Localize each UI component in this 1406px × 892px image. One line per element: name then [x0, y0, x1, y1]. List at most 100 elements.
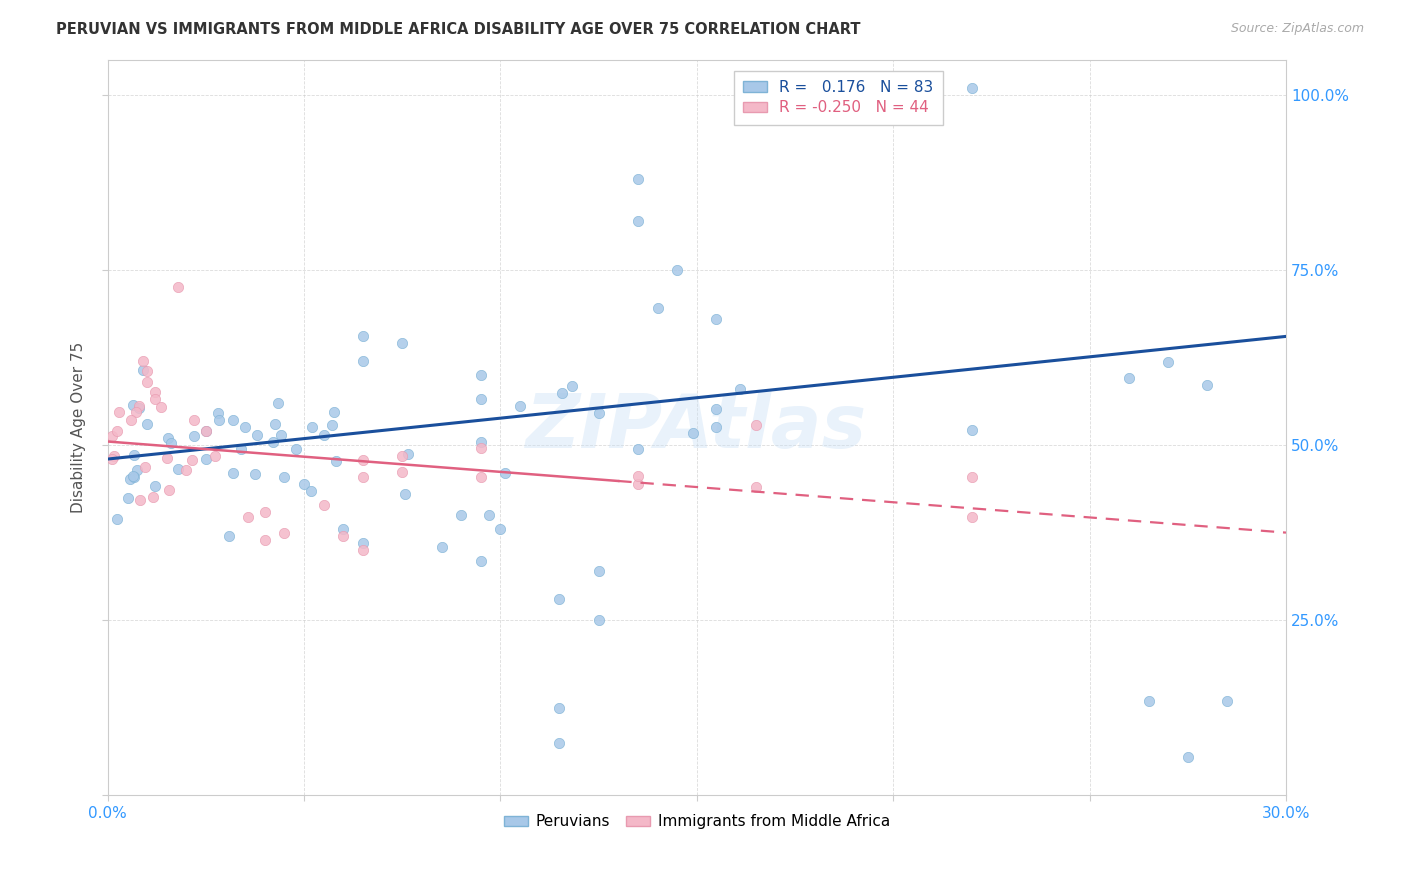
Point	[150, 400, 173, 414]
Point	[647, 301, 669, 316]
Point	[134, 460, 156, 475]
Point	[245, 467, 267, 481]
Point	[321, 418, 343, 433]
Point	[128, 492, 150, 507]
Point	[273, 469, 295, 483]
Point	[666, 262, 689, 277]
Point	[292, 476, 315, 491]
Point	[1118, 371, 1140, 385]
Point	[470, 441, 492, 455]
Point	[100, 451, 122, 466]
Point	[117, 491, 139, 506]
Point	[352, 469, 374, 483]
Point	[561, 379, 583, 393]
Point	[122, 448, 145, 462]
Point	[105, 424, 128, 438]
Point	[267, 396, 290, 410]
Point	[960, 80, 983, 95]
Point	[588, 407, 610, 421]
Point	[105, 511, 128, 525]
Point	[352, 452, 374, 467]
Point	[1216, 694, 1239, 708]
Point	[233, 420, 256, 434]
Point	[181, 452, 204, 467]
Point	[322, 404, 344, 418]
Point	[118, 472, 141, 486]
Point	[1157, 355, 1180, 369]
Point	[176, 463, 198, 477]
Point	[706, 420, 728, 434]
Point	[1137, 694, 1160, 708]
Point	[728, 382, 751, 396]
Y-axis label: Disability Age Over 75: Disability Age Over 75	[72, 342, 86, 513]
Point	[745, 417, 768, 432]
Point	[156, 431, 179, 445]
Point	[194, 452, 217, 467]
Point	[470, 368, 492, 382]
Point	[352, 543, 374, 558]
Point	[489, 522, 512, 536]
Point	[264, 417, 287, 431]
Point	[100, 429, 122, 443]
Point	[352, 354, 374, 368]
Point	[122, 398, 145, 412]
Point	[195, 424, 218, 438]
Point	[706, 311, 728, 326]
Point	[627, 468, 650, 483]
Point	[238, 510, 260, 524]
Point	[588, 564, 610, 578]
Point	[450, 508, 472, 522]
Point	[183, 413, 205, 427]
Point	[136, 364, 159, 378]
Point	[352, 329, 374, 343]
Text: Source: ZipAtlas.com: Source: ZipAtlas.com	[1230, 22, 1364, 36]
Point	[394, 486, 416, 500]
Point	[229, 442, 252, 456]
Point	[332, 522, 354, 536]
Point	[167, 462, 190, 476]
Point	[1177, 749, 1199, 764]
Point	[548, 700, 571, 714]
Point	[132, 354, 155, 368]
Point	[270, 427, 292, 442]
Text: ZIPAtlas: ZIPAtlas	[526, 391, 868, 464]
Point	[682, 425, 704, 440]
Point	[1197, 378, 1219, 392]
Legend: Peruvians, Immigrants from Middle Africa: Peruvians, Immigrants from Middle Africa	[498, 808, 896, 836]
Point	[194, 424, 217, 438]
Point	[222, 466, 245, 480]
Point	[218, 529, 240, 543]
Point	[136, 375, 159, 389]
Point	[246, 427, 269, 442]
Point	[470, 469, 492, 483]
Point	[156, 451, 179, 466]
Point	[478, 508, 501, 522]
Point	[142, 490, 165, 504]
Point	[745, 480, 768, 494]
Point	[128, 401, 150, 416]
Point	[312, 427, 335, 442]
Point	[204, 450, 226, 464]
Point	[183, 429, 205, 443]
Text: PERUVIAN VS IMMIGRANTS FROM MIDDLE AFRICA DISABILITY AGE OVER 75 CORRELATION CHA: PERUVIAN VS IMMIGRANTS FROM MIDDLE AFRIC…	[56, 22, 860, 37]
Point	[125, 405, 148, 419]
Point	[627, 442, 650, 456]
Point	[470, 554, 492, 568]
Point	[122, 468, 145, 483]
Point	[509, 400, 531, 414]
Point	[222, 413, 245, 427]
Point	[143, 392, 166, 407]
Point	[136, 417, 159, 431]
Point	[262, 434, 284, 449]
Point	[391, 465, 413, 479]
Point	[312, 498, 335, 512]
Point	[273, 525, 295, 540]
Point	[301, 420, 323, 434]
Point	[253, 505, 276, 519]
Point	[143, 479, 166, 493]
Point	[120, 413, 142, 427]
Point	[157, 483, 180, 497]
Point	[125, 463, 148, 477]
Point	[391, 336, 413, 351]
Point	[396, 447, 419, 461]
